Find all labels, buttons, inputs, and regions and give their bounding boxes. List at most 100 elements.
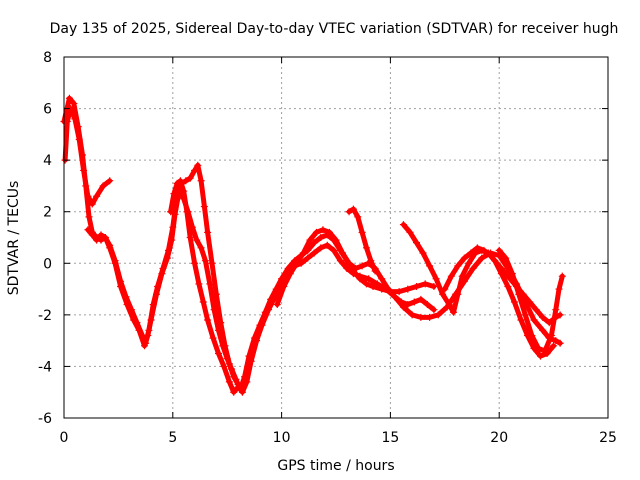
y-tick-label: 2 (43, 205, 52, 221)
data-point-marker (521, 311, 529, 319)
series-sat-h (441, 244, 564, 327)
data-point-marker (84, 226, 92, 234)
data-point-marker (349, 270, 357, 278)
data-point-marker (526, 298, 534, 306)
data-point-marker (186, 234, 194, 241)
data-point-marker (99, 182, 107, 190)
data-point-marker (135, 326, 143, 334)
data-point-marker (423, 301, 431, 309)
data-point-marker (469, 264, 477, 272)
data-point-marker (547, 331, 555, 339)
data-point-marker (345, 259, 353, 267)
series-sat-i (495, 246, 566, 355)
data-point-marker (408, 311, 416, 319)
data-point-marker (208, 259, 216, 267)
data-point-marker (530, 316, 538, 324)
data-point-marker (362, 244, 370, 252)
data-point-marker (537, 352, 545, 360)
data-point-marker (141, 342, 149, 350)
data-point-marker (362, 280, 370, 288)
data-point-marker (194, 161, 202, 169)
data-point-marker (93, 236, 101, 244)
data-point-marker (465, 259, 473, 267)
data-point-marker (515, 290, 523, 298)
series-sat-c (84, 161, 564, 396)
data-point-marker (434, 311, 442, 319)
grid (64, 57, 608, 418)
data-point-marker (556, 311, 564, 319)
data-point-marker (541, 347, 549, 355)
data-point-marker (552, 306, 560, 314)
data-point-marker (88, 231, 96, 239)
data-point-marker (201, 257, 209, 265)
data-point-marker (517, 316, 525, 324)
data-point-marker (332, 236, 340, 244)
data-point-marker (225, 360, 233, 368)
data-point-marker (417, 313, 425, 321)
data-point-marker (74, 123, 82, 131)
data-point-marker (253, 337, 261, 345)
y-axis-label: SDTVAR / TECUs (6, 181, 22, 296)
y-tick-label: 6 (43, 102, 52, 118)
series-sat-d (167, 177, 242, 396)
data-point-marker (430, 282, 438, 290)
data-point-marker (500, 267, 508, 275)
data-point-marker (404, 285, 412, 293)
data-point-marker (78, 151, 86, 159)
data-point-marker (106, 177, 114, 185)
axis-ticks: 0 5 10 15 20 25 -6 -4 -2 0 2 4 6 8 (38, 50, 617, 446)
data-point-marker (323, 241, 331, 249)
data-point-marker (508, 270, 516, 278)
data-point-marker (191, 259, 199, 267)
data-point-marker (317, 244, 325, 252)
data-point-marker (220, 362, 228, 370)
data-point-marker (101, 234, 109, 241)
data-point-marker (356, 272, 364, 280)
data-point-marker (234, 383, 242, 391)
data-point-marker (158, 270, 166, 278)
data-point-marker (147, 316, 155, 324)
data-point-marker (243, 378, 251, 386)
data-point-marker (413, 282, 421, 290)
data-point-marker (197, 177, 205, 185)
data-point-marker (410, 298, 418, 306)
data-point-marker (447, 272, 455, 280)
y-tick-label: 8 (43, 50, 52, 66)
data-point-marker (117, 282, 125, 290)
data-point-marker (206, 280, 214, 288)
data-point-marker (106, 244, 114, 252)
data-point-marker (180, 187, 188, 195)
x-tick-label: 5 (168, 430, 177, 446)
data-point-marker (417, 295, 425, 303)
data-point-marker (209, 334, 217, 342)
data-point-marker (432, 275, 440, 283)
data-point-marker (430, 306, 438, 314)
x-tick-label: 0 (60, 430, 69, 446)
data-point-marker (441, 285, 449, 293)
data-point-marker (528, 331, 536, 339)
data-point-marker (317, 234, 325, 241)
data-point-marker (336, 257, 344, 265)
data-point-marker (558, 272, 566, 280)
data-point-marker (426, 262, 434, 270)
data-point-marker (197, 244, 205, 252)
series-trace (85, 162, 563, 395)
data-point-marker (555, 285, 563, 293)
data-point-marker (319, 226, 327, 234)
data-point-marker (212, 290, 220, 298)
data-point-marker (82, 182, 90, 190)
data-point-marker (399, 221, 407, 229)
data-point-marker (539, 326, 547, 334)
data-point-marker (85, 213, 93, 221)
data-point-marker (217, 319, 225, 327)
data-point-marker (550, 342, 558, 350)
data-point-marker (556, 339, 564, 347)
data-point-marker (265, 306, 273, 314)
data-point-marker (539, 313, 547, 321)
data-point-marker (404, 301, 412, 309)
data-point-marker (144, 331, 152, 339)
data-point-marker (225, 378, 233, 386)
data-point-marker (170, 190, 178, 198)
data-point-marker (176, 177, 184, 185)
